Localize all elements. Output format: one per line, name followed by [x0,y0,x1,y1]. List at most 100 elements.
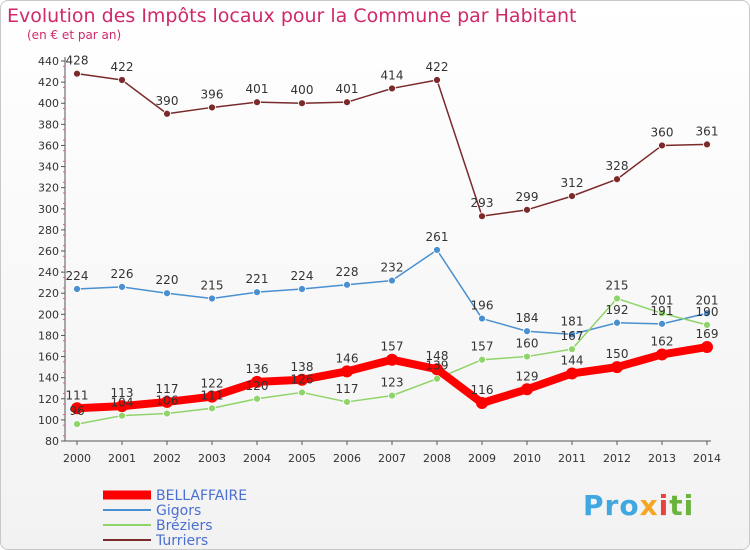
legend-label: BELLAFFAIRE [156,488,247,504]
data-point [163,409,171,418]
data-point [478,355,486,364]
data-label: 221 [246,272,269,286]
y-tick-label: 120 [38,393,59,406]
data-point [568,192,576,201]
data-label: 196 [471,299,494,313]
data-point [703,140,711,149]
y-tick-label: 180 [38,329,59,342]
data-label: 120 [246,379,269,393]
data-point [478,212,486,221]
data-label: 117 [336,382,359,396]
data-label: 422 [111,60,134,74]
x-tick-label: 2014 [693,452,721,465]
data-point [343,98,351,107]
data-label: 192 [606,303,629,317]
data-point [73,285,81,293]
data-point [253,98,261,107]
data-point [73,420,81,429]
data-point [566,367,578,380]
data-label: 138 [291,360,314,374]
data-point [118,76,126,84]
data-label: 422 [426,60,449,74]
x-tick-label: 2004 [243,452,271,465]
data-point [343,398,351,406]
y-tick-label: 380 [38,118,59,131]
chart-title: Evolution des Impôts locaux pour la Comm… [7,5,577,27]
x-tick-label: 2012 [603,452,631,465]
data-point [73,69,81,78]
y-tick-label: 400 [38,97,59,110]
data-point [703,320,711,329]
data-label: 126 [291,372,314,386]
data-label: 136 [246,362,269,376]
data-point [208,103,216,112]
data-point [613,175,621,184]
data-label: 312 [561,176,584,190]
data-point [388,84,396,93]
x-tick-label: 2003 [198,452,226,465]
data-label: 400 [291,83,314,97]
x-tick-label: 2010 [513,452,541,465]
y-tick-label: 360 [38,139,59,152]
data-point [658,141,666,150]
data-point [613,294,621,303]
y-tick-label: 340 [38,161,59,174]
proxiti-logo: Proxiti [583,489,695,522]
data-label: 113 [111,386,134,400]
y-tick-label: 420 [38,76,59,89]
data-point [253,394,261,403]
data-point [433,374,441,383]
data-label: 123 [381,376,404,390]
data-label: 148 [426,349,449,363]
legend-label: Turriers [155,533,208,549]
x-tick-label: 2008 [423,452,451,465]
data-point [523,205,531,214]
data-label: 190 [696,305,719,319]
x-tick-label: 2000 [63,452,91,465]
y-tick-label: 240 [38,266,59,279]
data-label: 184 [516,311,539,325]
data-label: 401 [336,82,359,96]
y-tick-label: 100 [38,414,59,427]
x-tick-label: 2001 [108,452,136,465]
data-point [613,318,621,327]
data-label: 104 [111,396,134,410]
data-label: 157 [381,340,404,354]
data-point [118,282,126,291]
data-point [658,309,666,318]
data-point [521,383,533,396]
data-label: 401 [246,82,269,96]
data-point [568,330,576,339]
data-point [388,391,396,400]
data-label: 144 [561,353,584,367]
data-point [71,402,83,415]
data-point [433,76,441,84]
x-tick-label: 2011 [558,452,586,465]
data-label: 299 [516,190,539,204]
legend-label: Gigors [156,503,201,519]
data-label: 232 [381,261,404,275]
data-point [611,361,623,374]
data-point [701,341,713,354]
data-label: 150 [606,347,629,361]
data-label: 146 [336,351,359,365]
y-tick-label: 80 [45,435,59,448]
data-label: 111 [201,388,224,402]
data-label: 129 [516,369,539,383]
x-tick-label: 2006 [333,452,361,465]
data-point [703,309,711,318]
data-point [298,99,306,108]
data-label: 116 [471,383,494,397]
y-tick-label: 200 [38,308,59,321]
data-point [343,280,351,289]
y-tick-label: 220 [38,287,59,300]
data-label: 220 [156,273,179,287]
data-point [568,345,576,354]
data-point [206,390,218,403]
data-label: 201 [696,293,719,307]
data-label: 224 [291,269,314,283]
data-label: 111 [66,388,89,402]
data-point [208,404,216,413]
